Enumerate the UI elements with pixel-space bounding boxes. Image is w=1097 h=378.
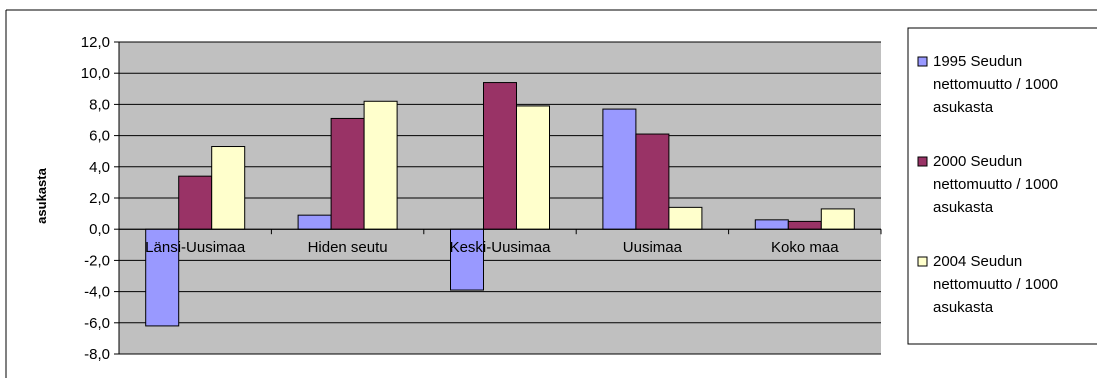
y-tick-label: -6,0 [84, 315, 110, 332]
y-tick-label: 0,0 [89, 221, 110, 238]
y-tick-label: 8,0 [89, 96, 110, 113]
bar [787, 220, 822, 230]
legend-box [907, 27, 1097, 345]
legend-swatch [917, 156, 928, 167]
category-label: Uusimaa [623, 239, 683, 256]
category-label: Hiden seutu [308, 239, 388, 256]
bar [754, 219, 789, 230]
y-tick-label: -4,0 [84, 284, 110, 301]
bar [820, 208, 855, 230]
legend-swatch [917, 56, 928, 67]
legend-label: 2004 Seudun nettomuutto / 1000 asukasta [933, 253, 1058, 316]
bar [178, 175, 213, 230]
bar [516, 105, 550, 230]
y-tick-label: 10,0 [81, 65, 110, 82]
y-tick-label: 12,0 [81, 34, 110, 51]
y-tick-label: -2,0 [84, 252, 110, 269]
category-label: Länsi-Uusimaa [145, 239, 246, 256]
axes [114, 41, 882, 355]
bar [668, 206, 703, 230]
y-tick-label: -8,0 [84, 346, 110, 363]
y-tick-label: 4,0 [89, 159, 110, 176]
bar [363, 100, 398, 230]
y-tick-labels: 12,0 10,0 8,0 6,0 4,0 2,0 0,0 -2,0 -4,0 -6,0 -8,0 [81, 34, 110, 363]
bar [635, 133, 670, 230]
category-labels: Länsi-Uusimaa Hiden seutu Keski-Uusimaa Uus… [145, 239, 839, 256]
bar [602, 108, 637, 230]
bar [211, 146, 246, 230]
y-tick-label: 2,0 [89, 190, 110, 207]
legend-label: 2000 Seudun nettomuutto / 1000 asukasta [933, 153, 1058, 216]
legend-label: 1995 Seudun nettomuutto / 1000 asukasta [933, 53, 1058, 116]
bar [297, 214, 332, 230]
legend-swatch [917, 256, 928, 267]
legend: 1995 Seudun nettomuutto / 1000 asukasta 200… [917, 53, 1058, 316]
bar [483, 82, 517, 230]
y-tick-label: 6,0 [89, 128, 110, 145]
category-label: Keski-Uusimaa [450, 239, 552, 256]
category-label: Koko maa [771, 239, 839, 256]
bar [330, 117, 365, 230]
y-axis-label: asukasta [34, 167, 49, 223]
